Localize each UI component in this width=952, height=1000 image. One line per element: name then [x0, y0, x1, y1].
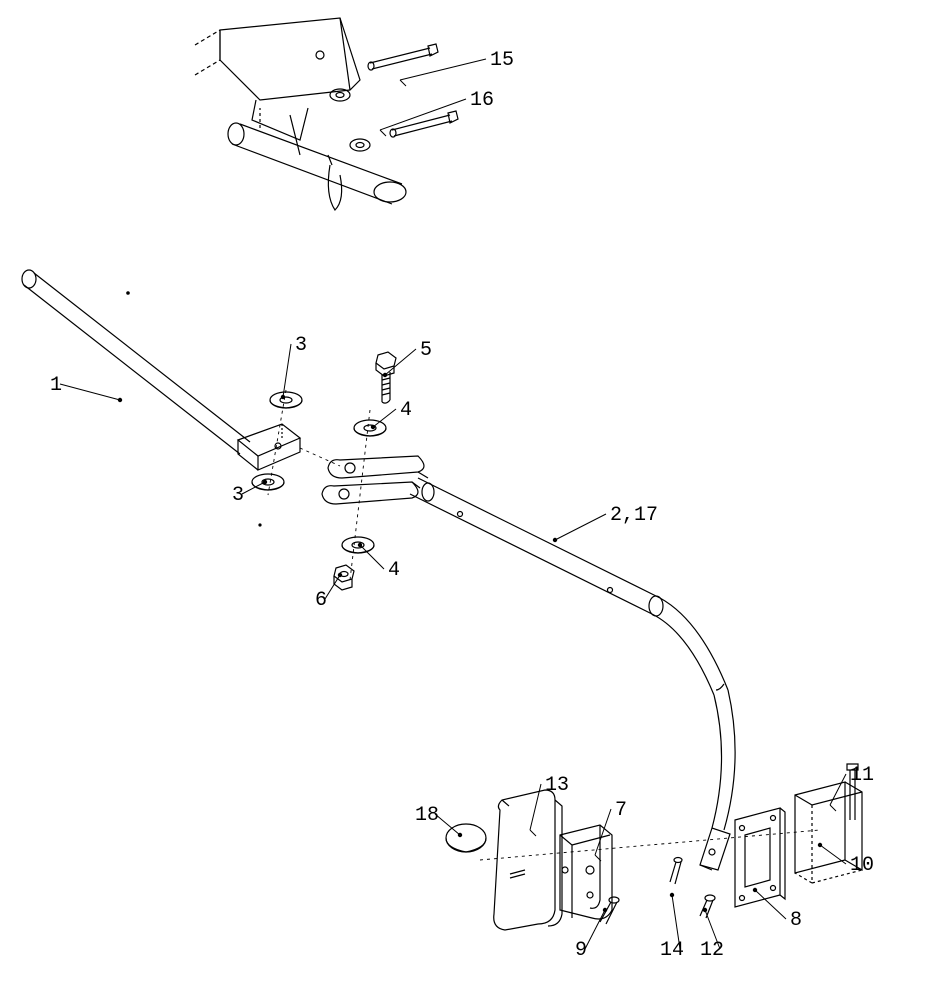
washer-3-upper: [270, 392, 302, 408]
callout-3: 3: [295, 334, 307, 357]
washer-16b: [350, 139, 370, 151]
nut-6: [334, 565, 354, 590]
bolt-5: [376, 352, 396, 403]
callout-14: 14: [660, 939, 684, 962]
callout-15: 15: [490, 49, 514, 72]
callout-1: 1: [50, 374, 62, 397]
screw-12: [700, 895, 715, 918]
part-8-plate: [735, 808, 785, 907]
part-13-pad: [494, 790, 562, 930]
screw-14: [670, 858, 682, 885]
callout-9: 9: [575, 939, 587, 962]
bolt-15b: [390, 111, 458, 137]
callout-18: 18: [415, 804, 439, 827]
callout-4: 4: [400, 399, 412, 422]
clevis: [322, 456, 428, 504]
callout-7: 7: [615, 799, 627, 822]
callout-4: 4: [388, 559, 400, 582]
callout-10: 10: [850, 854, 874, 877]
part-1-tube: [22, 270, 300, 470]
callout-11: 11: [850, 764, 874, 787]
callout-3: 3: [232, 484, 244, 507]
callout-12: 12: [700, 939, 724, 962]
callout-6: 6: [315, 589, 327, 612]
screw-9: [600, 897, 619, 924]
washer-4-upper: [354, 420, 386, 436]
bolt-15: [368, 44, 438, 70]
callout-13: 13: [545, 774, 569, 797]
washer-3-lower: [252, 474, 284, 490]
part-7-bracket: [560, 825, 612, 919]
callout-5: 5: [420, 339, 432, 362]
callouts: 13344562,177891011121314151618: [50, 49, 874, 962]
callout-16: 16: [470, 89, 494, 112]
top-assembly: [195, 18, 458, 210]
callout-2,17: 2,17: [610, 504, 658, 527]
callout-8: 8: [790, 909, 802, 932]
exploded-diagram: 13344562,177891011121314151618: [0, 0, 952, 1000]
part-2-17-tube: [410, 478, 735, 870]
